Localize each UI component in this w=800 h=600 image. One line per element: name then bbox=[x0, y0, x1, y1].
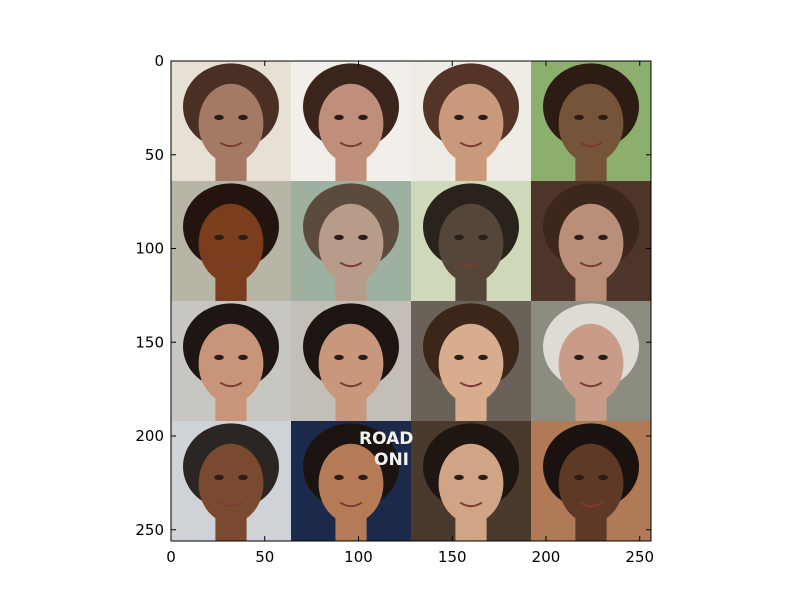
eye-right bbox=[238, 474, 248, 481]
eye-right bbox=[358, 114, 368, 121]
face-tile-r0-c0 bbox=[171, 61, 291, 181]
face-tile-r0-c1 bbox=[291, 61, 411, 181]
face-tile-r1-c1 bbox=[291, 181, 411, 301]
eye-right bbox=[598, 474, 608, 481]
face-shape bbox=[198, 323, 264, 403]
eye-left bbox=[454, 114, 464, 121]
y-axis: 0 50 100 150 200 250 bbox=[135, 52, 651, 539]
eye-right bbox=[598, 114, 608, 121]
face-tile-r1-c2 bbox=[411, 181, 531, 301]
eye-left bbox=[454, 234, 464, 241]
x-tick-label: 50 bbox=[255, 548, 274, 566]
mouth bbox=[339, 501, 363, 508]
sign-text-oni: ONI bbox=[374, 450, 409, 470]
eye-right bbox=[238, 114, 248, 121]
mouth bbox=[579, 261, 603, 268]
face-tile-r2-c3 bbox=[531, 301, 651, 421]
eye-left bbox=[334, 234, 344, 241]
face-shape bbox=[558, 83, 624, 163]
eye-right bbox=[358, 234, 368, 241]
eye-right bbox=[478, 474, 488, 481]
x-tick-label: 100 bbox=[344, 548, 373, 566]
mouth bbox=[459, 261, 483, 268]
eye-left bbox=[574, 234, 584, 241]
eye-right bbox=[238, 354, 248, 361]
mouth bbox=[459, 501, 483, 508]
mouth bbox=[579, 381, 603, 388]
eye-left bbox=[214, 114, 224, 121]
eye-right bbox=[478, 234, 488, 241]
eye-right bbox=[358, 474, 368, 481]
face-shape bbox=[318, 323, 384, 403]
axes-frame bbox=[170, 60, 652, 542]
eye-right bbox=[598, 354, 608, 361]
eye-right bbox=[358, 354, 368, 361]
face-tile-r2-c0 bbox=[171, 301, 291, 421]
face-shape bbox=[198, 203, 264, 283]
mouth bbox=[339, 261, 363, 268]
eye-left bbox=[574, 474, 584, 481]
y-tick-label: 50 bbox=[145, 146, 164, 164]
eye-left bbox=[334, 474, 344, 481]
face-tile-r0-c2 bbox=[411, 61, 531, 181]
face-shape bbox=[558, 323, 624, 403]
face-shape bbox=[438, 323, 504, 403]
mouth bbox=[219, 261, 243, 268]
face-tile-r2-c2 bbox=[411, 301, 531, 421]
face-tile-r3-c0 bbox=[171, 421, 291, 541]
mouth bbox=[579, 501, 603, 508]
mouth bbox=[339, 141, 363, 148]
y-tick-label: 100 bbox=[135, 240, 164, 258]
x-tick-label: 200 bbox=[532, 548, 561, 566]
eye-left bbox=[214, 234, 224, 241]
eye-left bbox=[214, 354, 224, 361]
face-shape bbox=[318, 443, 384, 523]
x-tick-label: 250 bbox=[625, 548, 654, 566]
eye-left bbox=[574, 114, 584, 121]
mouth bbox=[219, 501, 243, 508]
face-shape bbox=[558, 443, 624, 523]
x-axis: 0 50 100 150 200 250 bbox=[166, 61, 654, 566]
mouth bbox=[459, 141, 483, 148]
face-tile-r3-c1 bbox=[291, 421, 411, 541]
eye-right bbox=[478, 354, 488, 361]
eye-left bbox=[574, 354, 584, 361]
eye-left bbox=[454, 354, 464, 361]
face-shape bbox=[318, 203, 384, 283]
eye-right bbox=[478, 114, 488, 121]
eye-right bbox=[598, 234, 608, 241]
face-tile-r3-c2 bbox=[411, 421, 531, 541]
eye-right bbox=[238, 234, 248, 241]
face-shape bbox=[438, 203, 504, 283]
y-tick-label: 250 bbox=[135, 521, 164, 539]
face-tile-r1-c0 bbox=[171, 181, 291, 301]
eye-left bbox=[334, 354, 344, 361]
mouth bbox=[459, 381, 483, 388]
mouth bbox=[219, 381, 243, 388]
mouth bbox=[339, 381, 363, 388]
face-tile-r2-c1 bbox=[291, 301, 411, 421]
eye-left bbox=[334, 114, 344, 121]
face-tile-r1-c3 bbox=[531, 181, 651, 301]
x-tick-label: 150 bbox=[438, 548, 467, 566]
face-tile-r0-c3 bbox=[531, 61, 651, 181]
eye-left bbox=[214, 474, 224, 481]
mouth bbox=[579, 141, 603, 148]
sign-text-road: ROAD bbox=[359, 429, 413, 449]
face-shape bbox=[438, 83, 504, 163]
face-shape bbox=[438, 443, 504, 523]
face-shape bbox=[198, 83, 264, 163]
mouth bbox=[219, 141, 243, 148]
face-shape bbox=[198, 443, 264, 523]
face-shape bbox=[318, 83, 384, 163]
eye-left bbox=[454, 474, 464, 481]
y-tick-label: 150 bbox=[135, 333, 164, 351]
y-tick-label: 200 bbox=[135, 427, 164, 445]
x-tick-label: 0 bbox=[166, 548, 176, 566]
face-tile-r3-c3 bbox=[531, 421, 651, 541]
y-tick-label: 0 bbox=[154, 52, 164, 70]
face-shape bbox=[558, 203, 624, 283]
face-image-grid bbox=[171, 61, 651, 541]
